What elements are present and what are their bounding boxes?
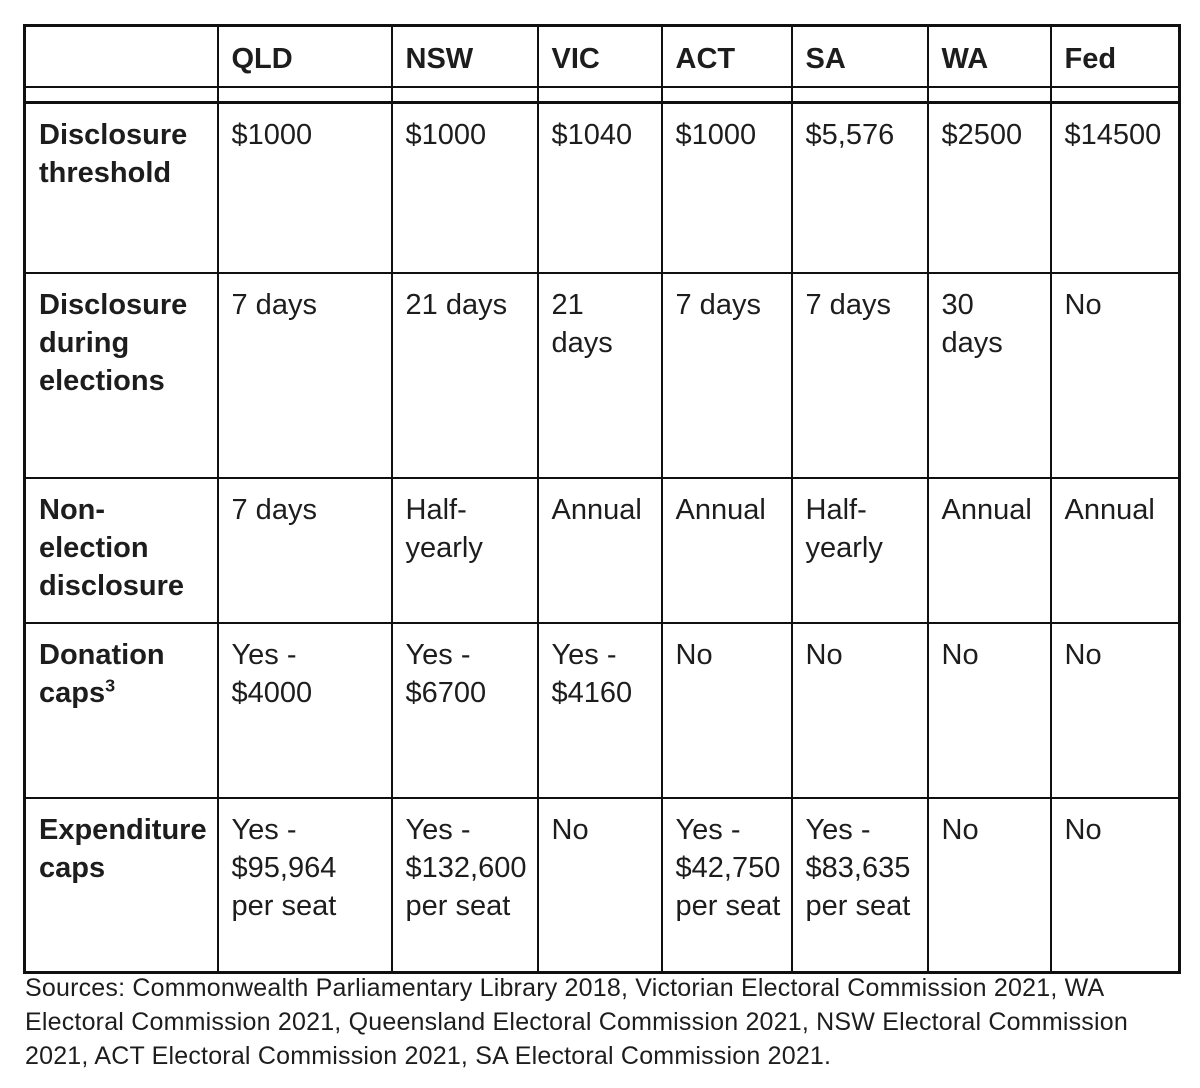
table-cell: 21 days bbox=[536, 272, 663, 479]
table-cell: Yes - $95,964 per seat bbox=[216, 797, 393, 973]
sources-note: Sources: Commonwealth Parliamentary Libr… bbox=[25, 974, 1128, 1070]
table-cell: Yes - $6700 bbox=[390, 622, 539, 799]
table-row-disclosure-threshold: Disclosure threshold $1000 $1000 $1040 $… bbox=[23, 101, 1181, 274]
table-cell: No bbox=[660, 622, 793, 799]
row-label-donation-caps: Donation caps3 bbox=[23, 622, 219, 799]
row-label-text: Disclosure during elections bbox=[39, 289, 188, 397]
column-header-vic: VIC bbox=[536, 24, 663, 88]
table-cell: No bbox=[1049, 272, 1181, 479]
header-separator-cell bbox=[536, 86, 663, 104]
row-label-non-election-disclosure: Non-election disclosure bbox=[23, 477, 219, 624]
table-cell: Annual bbox=[1049, 477, 1181, 624]
table-row-non-election-disclosure: Non-election disclosure 7 days Half-year… bbox=[23, 477, 1181, 624]
table-cell: Annual bbox=[926, 477, 1052, 624]
table-cell: $1000 bbox=[390, 101, 539, 274]
footnote-marker: 3 bbox=[105, 675, 116, 696]
row-label-text: Donation caps bbox=[39, 639, 165, 709]
header-separator-cell bbox=[790, 86, 929, 104]
table-cell: No bbox=[926, 622, 1052, 799]
column-header-fed: Fed bbox=[1049, 24, 1181, 88]
header-separator bbox=[23, 86, 1181, 104]
table-cell: No bbox=[536, 797, 663, 973]
table-cell: 7 days bbox=[790, 272, 929, 479]
table-cell: Yes - $42,750 per seat bbox=[660, 797, 793, 973]
table-cell: No bbox=[1049, 797, 1181, 973]
table-cell: No bbox=[926, 797, 1052, 973]
row-label-text: Non-election disclosure bbox=[39, 494, 185, 602]
table-cell: 7 days bbox=[660, 272, 793, 479]
table-cell: 7 days bbox=[216, 477, 393, 624]
row-label-text: Expenditure caps bbox=[39, 814, 207, 884]
table-cell: $1000 bbox=[216, 101, 393, 274]
table-cell: 7 days bbox=[216, 272, 393, 479]
header-separator-cell bbox=[216, 86, 393, 104]
table-cell: Half-yearly bbox=[390, 477, 539, 624]
column-header-nsw: NSW bbox=[390, 24, 539, 88]
table-cell: 21 days bbox=[390, 272, 539, 479]
table-row-donation-caps: Donation caps3 Yes - $4000 Yes - $6700 Y… bbox=[23, 622, 1181, 799]
column-header-qld: QLD bbox=[216, 24, 393, 88]
table-row-expenditure-caps: Expenditure caps Yes - $95,964 per seat … bbox=[23, 797, 1181, 973]
header-separator-cell bbox=[926, 86, 1052, 104]
table-row-disclosure-during-elections: Disclosure during elections 7 days 21 da… bbox=[23, 272, 1181, 479]
table-cell: $14500 bbox=[1049, 101, 1181, 274]
row-label-text: Disclosure threshold bbox=[39, 118, 188, 189]
table-cell: Annual bbox=[660, 477, 793, 624]
row-label-expenditure-caps: Expenditure caps bbox=[23, 797, 219, 973]
table-cell: $1040 bbox=[536, 101, 663, 274]
header-separator-cell bbox=[23, 86, 219, 104]
column-header-sa: SA bbox=[790, 24, 929, 88]
table-cell: 30 days bbox=[926, 272, 1052, 479]
table-cell: Annual bbox=[536, 477, 663, 624]
row-label-disclosure-threshold: Disclosure threshold bbox=[23, 101, 219, 274]
table-cell: No bbox=[1049, 622, 1181, 799]
header-separator-cell bbox=[390, 86, 539, 104]
table-cell: Yes - $83,635 per seat bbox=[790, 797, 929, 973]
row-label-disclosure-during-elections: Disclosure during elections bbox=[23, 272, 219, 479]
table-cell: $2500 bbox=[926, 101, 1052, 274]
header-separator-cell bbox=[1049, 86, 1181, 104]
table-cell: No bbox=[790, 622, 929, 799]
disclosure-comparison-table: QLD NSW VIC ACT SA WA Fed bbox=[23, 24, 1181, 974]
table-cell: Half-yearly bbox=[790, 477, 929, 624]
table-cell: $5,576 bbox=[790, 101, 929, 274]
table-cell: Yes - $132,600 per seat bbox=[390, 797, 539, 973]
column-header-act: ACT bbox=[660, 24, 793, 88]
header-row: QLD NSW VIC ACT SA WA Fed bbox=[23, 24, 1181, 88]
header-separator-cell bbox=[660, 86, 793, 104]
column-header-wa: WA bbox=[926, 24, 1052, 88]
table-cell: $1000 bbox=[660, 101, 793, 274]
table-cell: Yes - $4000 bbox=[216, 622, 393, 799]
corner-cell bbox=[23, 24, 219, 88]
table-cell: Yes - $4160 bbox=[536, 622, 663, 799]
